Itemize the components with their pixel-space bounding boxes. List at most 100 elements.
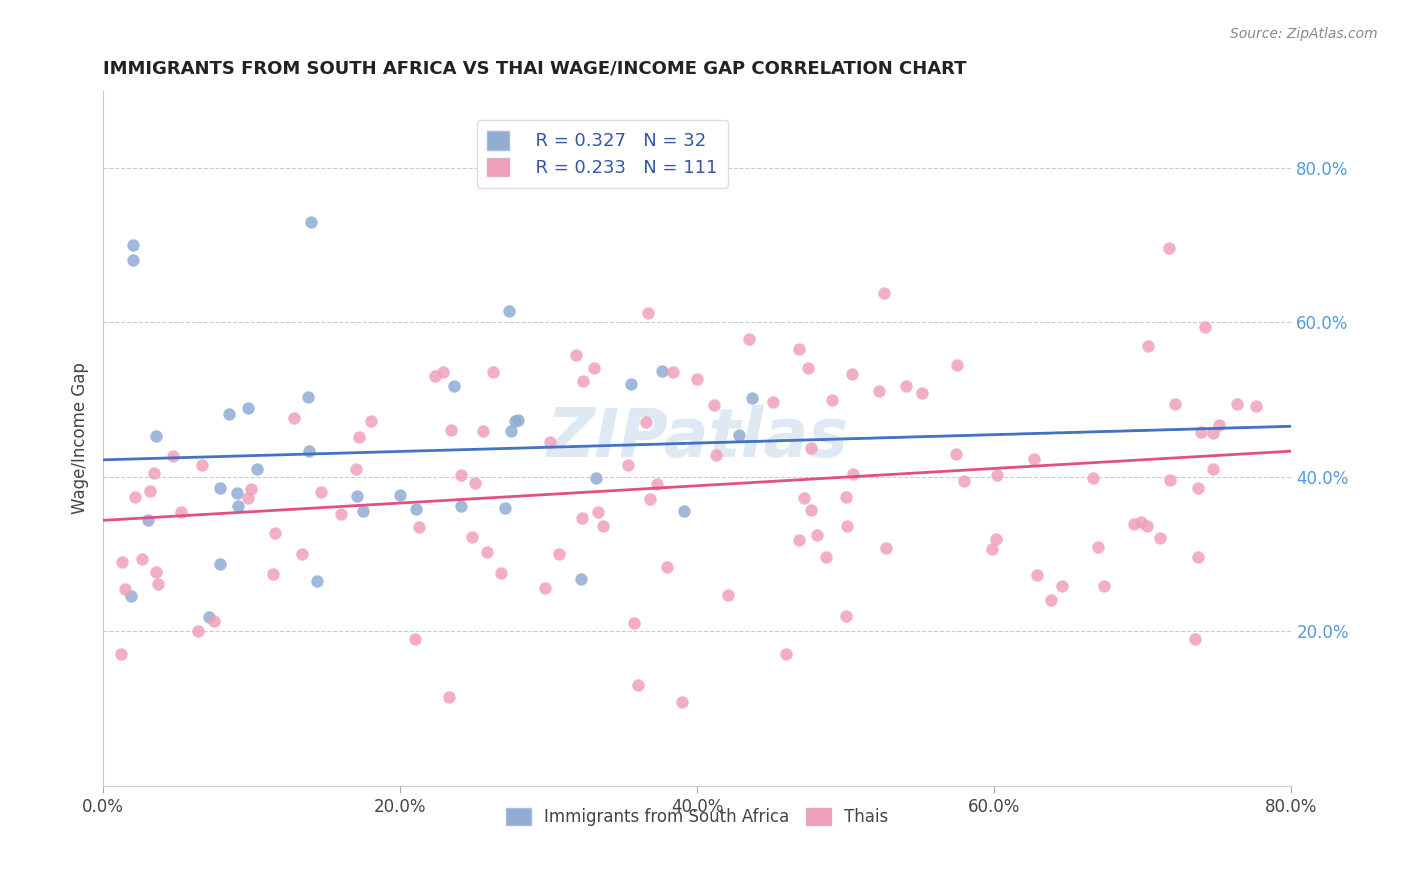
Point bbox=[352, 504, 374, 518]
Point bbox=[586, 505, 609, 519]
Point bbox=[305, 574, 328, 589]
Point bbox=[592, 519, 614, 533]
Point bbox=[461, 530, 484, 544]
Point bbox=[494, 501, 516, 516]
Point bbox=[616, 458, 638, 472]
Point bbox=[1164, 397, 1187, 411]
Point bbox=[686, 372, 709, 386]
Point bbox=[1040, 593, 1063, 607]
Point bbox=[1094, 578, 1116, 592]
Point bbox=[789, 342, 811, 356]
Point bbox=[124, 490, 146, 504]
Point bbox=[703, 398, 725, 412]
Point bbox=[627, 678, 650, 692]
Point bbox=[114, 582, 136, 596]
Point bbox=[208, 557, 231, 571]
Point bbox=[800, 441, 823, 455]
Text: ZIPatlas: ZIPatlas bbox=[547, 405, 848, 471]
Point bbox=[1208, 417, 1230, 432]
Point bbox=[738, 332, 761, 346]
Point bbox=[1130, 515, 1153, 529]
Point bbox=[139, 483, 162, 498]
Point bbox=[793, 491, 815, 505]
Point bbox=[347, 430, 370, 444]
Point bbox=[671, 695, 693, 709]
Point bbox=[145, 429, 167, 443]
Point bbox=[706, 448, 728, 462]
Point bbox=[299, 214, 322, 228]
Point bbox=[981, 541, 1004, 556]
Point bbox=[162, 449, 184, 463]
Point bbox=[655, 559, 678, 574]
Point bbox=[187, 624, 209, 638]
Point bbox=[1022, 451, 1045, 466]
Point bbox=[346, 462, 368, 476]
Point bbox=[202, 614, 225, 628]
Point bbox=[787, 533, 810, 548]
Point bbox=[834, 490, 856, 504]
Point bbox=[450, 499, 472, 513]
Point bbox=[614, 175, 637, 189]
Point bbox=[637, 306, 659, 320]
Point bbox=[298, 443, 321, 458]
Point bbox=[499, 424, 522, 438]
Point bbox=[797, 360, 820, 375]
Legend: Immigrants from South Africa, Thais: Immigrants from South Africa, Thais bbox=[499, 802, 896, 833]
Point bbox=[640, 492, 662, 507]
Point bbox=[645, 477, 668, 491]
Point bbox=[131, 551, 153, 566]
Point bbox=[297, 390, 319, 404]
Point bbox=[262, 566, 284, 581]
Point bbox=[264, 526, 287, 541]
Point bbox=[1083, 471, 1105, 485]
Point bbox=[1136, 519, 1159, 533]
Point bbox=[1189, 425, 1212, 440]
Point bbox=[775, 648, 797, 662]
Point bbox=[762, 395, 785, 409]
Point bbox=[506, 413, 529, 427]
Point bbox=[443, 379, 465, 393]
Point bbox=[875, 541, 897, 555]
Point bbox=[170, 506, 193, 520]
Point bbox=[1187, 549, 1209, 564]
Point bbox=[240, 482, 263, 496]
Point bbox=[835, 608, 858, 623]
Point bbox=[1187, 481, 1209, 495]
Point bbox=[953, 474, 976, 488]
Point bbox=[1087, 540, 1109, 554]
Point bbox=[572, 374, 595, 388]
Point bbox=[225, 486, 247, 500]
Point bbox=[538, 435, 561, 450]
Point bbox=[873, 286, 896, 301]
Point bbox=[121, 237, 143, 252]
Point bbox=[145, 565, 167, 579]
Point bbox=[717, 589, 740, 603]
Point bbox=[623, 615, 645, 630]
Point bbox=[1149, 531, 1171, 545]
Point bbox=[120, 590, 142, 604]
Text: IMMIGRANTS FROM SOUTH AFRICA VS THAI WAGE/INCOME GAP CORRELATION CHART: IMMIGRANTS FROM SOUTH AFRICA VS THAI WAG… bbox=[103, 60, 967, 78]
Point bbox=[1026, 567, 1049, 582]
Point bbox=[634, 415, 657, 429]
Point bbox=[475, 545, 498, 559]
Point bbox=[1244, 399, 1267, 413]
Point bbox=[238, 401, 260, 415]
Point bbox=[1157, 241, 1180, 255]
Point bbox=[984, 533, 1007, 547]
Point bbox=[346, 489, 368, 503]
Point bbox=[464, 476, 486, 491]
Point bbox=[728, 428, 751, 442]
Point bbox=[291, 547, 314, 561]
Point bbox=[800, 503, 823, 517]
Point bbox=[329, 507, 352, 521]
Point bbox=[868, 384, 890, 399]
Point bbox=[489, 566, 512, 580]
Point bbox=[815, 550, 838, 565]
Point bbox=[110, 647, 132, 661]
Text: Source: ZipAtlas.com: Source: ZipAtlas.com bbox=[1230, 27, 1378, 41]
Point bbox=[191, 458, 214, 472]
Point bbox=[283, 411, 305, 425]
Point bbox=[498, 304, 520, 318]
Point bbox=[945, 358, 967, 372]
Point bbox=[208, 481, 231, 495]
